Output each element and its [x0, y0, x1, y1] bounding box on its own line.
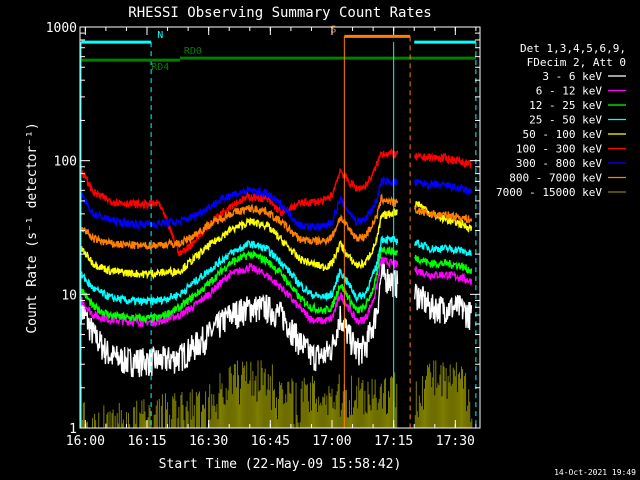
plot-area: N RD0 RD4 S: [80, 24, 477, 428]
legend: Det 1,3,4,5,6,9,FDecim 2, Att 03 - 6 keV…: [496, 42, 626, 199]
y-tick-label: 1: [69, 422, 77, 437]
x-tick-label: 16:00: [66, 434, 105, 449]
chart-title: RHESSI Observing Summary Count Rates: [128, 5, 431, 21]
annotation-label: RD4: [151, 62, 169, 73]
legend-label: 12 - 25 keV: [529, 99, 602, 112]
y-tick-label: 10: [61, 288, 77, 303]
y-tick-label: 100: [54, 155, 77, 170]
axis-ticks: 16:00 16:15 16:30 16:45 17:00 17:15 17:30 1 10 10…: [46, 21, 480, 449]
series-line: [80, 201, 473, 280]
annotation-rd0: RD0: [179, 46, 476, 60]
annotation-label: RD0: [184, 46, 202, 57]
series-50_100keV: [80, 201, 473, 280]
x-tick-label: 17:30: [436, 434, 475, 449]
x-tick-label: 17:15: [374, 434, 413, 449]
x-tick-label: 17:00: [312, 434, 351, 449]
annotation-label: N: [157, 30, 163, 41]
legend-header: FDecim 2, Att 0: [527, 56, 626, 69]
generated-timestamp: 14-Oct-2021 19:49: [554, 468, 636, 477]
y-tick-label: 1000: [46, 21, 77, 36]
legend-label: 6 - 12 keV: [536, 85, 603, 98]
annotation-rd4: RD4: [81, 58, 180, 73]
x-axis-label: Start Time (22-May-09 15:58:42): [159, 457, 402, 472]
legend-label: 3 - 6 keV: [542, 70, 602, 83]
annotation-label: S: [330, 24, 336, 35]
legend-label: 100 - 300 keV: [516, 143, 602, 156]
legend-label: 800 - 7000 keV: [509, 172, 602, 185]
plot-frame: [79, 26, 481, 429]
x-tick-label: 16:30: [189, 434, 228, 449]
legend-label: 25 - 50 keV: [529, 114, 602, 127]
x-tick-label: 16:15: [127, 434, 166, 449]
series-7000_15000keV: [80, 360, 473, 428]
annotation-s: S: [330, 24, 411, 428]
legend-label: 50 - 100 keV: [523, 128, 603, 141]
legend-header: Det 1,3,4,5,6,9,: [520, 42, 626, 55]
y-axis-label: Count Rate (s⁻¹ detector⁻¹): [25, 122, 40, 333]
annotation-n: N: [81, 30, 477, 428]
legend-label: 300 - 800 keV: [516, 157, 602, 170]
legend-label: 7000 - 15000 keV: [496, 186, 602, 199]
x-tick-label: 16:45: [251, 434, 290, 449]
